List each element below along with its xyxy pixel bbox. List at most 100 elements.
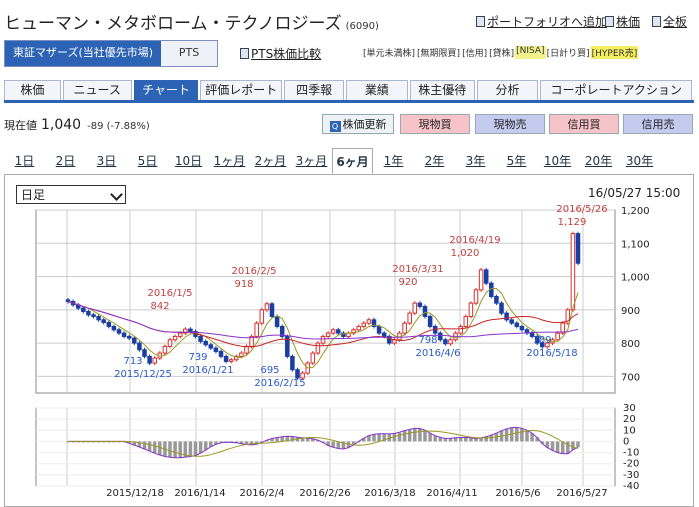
stock-price-label: 株価 — [616, 15, 641, 29]
period-tab-13[interactable]: 10年 — [543, 154, 572, 168]
osc-bar-23 — [183, 441, 188, 458]
candle-57 — [356, 325, 361, 331]
period-tab-14[interactable]: 20年 — [584, 154, 613, 168]
tab-news[interactable]: ニュース — [62, 80, 132, 100]
margin-buy-button[interactable]: 信用買 — [549, 114, 619, 134]
tab-shikiho[interactable]: 四季報 — [284, 80, 345, 100]
candle-period-select[interactable]: 日足 — [16, 185, 126, 204]
candle-99 — [570, 233, 576, 311]
tab-stock-price[interactable]: 株価 — [4, 80, 61, 100]
osc-bar-1 — [71, 441, 75, 443]
tab-pts[interactable]: PTS — [161, 41, 218, 66]
period-tab-9[interactable]: 1年 — [383, 154, 404, 168]
osc-bar-61 — [377, 433, 381, 442]
period-tab-11[interactable]: 3年 — [465, 154, 486, 168]
osc-bar-26 — [198, 441, 203, 454]
tab-market[interactable]: 東証マザーズ(当社優先市場) — [5, 41, 162, 66]
candle-22 — [177, 332, 183, 337]
tab-chart[interactable]: チャート — [133, 80, 199, 100]
osc-bar-91 — [530, 433, 534, 442]
period-tab-6[interactable]: 2ヶ月 — [254, 154, 287, 168]
chart-datetime: 16/05/27 15:00 — [588, 186, 681, 200]
osc-bar-95 — [550, 441, 555, 451]
candle-42 — [279, 325, 285, 337]
candle-98 — [565, 309, 571, 324]
candle-31 — [223, 355, 229, 362]
ma-line-short — [67, 288, 579, 369]
osc-bar-62 — [382, 433, 386, 442]
candle-39 — [264, 303, 270, 311]
spot-sell-button[interactable]: 現物売 — [475, 114, 545, 134]
period-tab-3[interactable]: 5日 — [137, 154, 158, 168]
annotation-value-2: 920 — [398, 277, 417, 288]
document-icon — [476, 16, 485, 27]
osc-bar-52 — [331, 441, 335, 448]
period-tab-5[interactable]: 1ヶ月 — [213, 154, 246, 168]
period-tab-2[interactable]: 3日 — [96, 154, 117, 168]
full-board-link[interactable]: 全板 — [652, 13, 687, 30]
period-tab-10[interactable]: 2年 — [424, 154, 445, 168]
price-label: 現在値 — [4, 119, 37, 132]
osc-bar-10 — [117, 441, 121, 443]
period-tab-0[interactable]: 1日 — [14, 154, 35, 168]
osc-bar-7 — [101, 441, 106, 443]
osc-bar-77 — [458, 437, 463, 442]
candle-0 — [65, 299, 71, 303]
tab-corporate-action[interactable]: コーポレートアクション — [540, 80, 692, 100]
current-price: 1,040 — [41, 117, 82, 133]
osc-bar-98 — [566, 441, 570, 454]
candle-50 — [320, 335, 326, 344]
candle-11 — [121, 332, 127, 337]
candle-12 — [126, 335, 132, 339]
pts-compare-link[interactable]: PTS株価比較 — [240, 45, 321, 62]
candle-5 — [91, 314, 96, 317]
osc-bar-4 — [86, 441, 91, 443]
osc-bar-73 — [438, 437, 443, 442]
period-tab-15[interactable]: 30年 — [625, 154, 654, 168]
period-tab-4[interactable]: 10日 — [174, 154, 203, 168]
period-tab-1[interactable]: 2日 — [55, 154, 76, 168]
period-tab-8[interactable]: 6ヶ月 — [332, 148, 373, 174]
candle-88 — [514, 322, 520, 327]
candle-period-value: 日足 — [21, 188, 46, 202]
annotation-date-6: 2016/1/21 — [182, 365, 233, 376]
stock-code: (6090) — [345, 21, 379, 32]
period-tabs: 1日 2日 3日 5日 10日 1ヶ月 2ヶ月 3ヶ月 6ヶ月 1年 2年 3年 5年 10年 20年 30年 — [4, 148, 694, 175]
candle-26 — [198, 335, 203, 342]
osc-y-tick-3: 0 — [623, 436, 629, 447]
osc-bar-18 — [158, 441, 162, 456]
candle-100 — [575, 233, 581, 264]
osc-bar-0 — [66, 441, 70, 443]
tab-analysis[interactable]: 分析 — [476, 80, 539, 100]
candle-71 — [427, 315, 433, 327]
stock-price-link[interactable]: 株価 — [605, 13, 640, 30]
spot-buy-button[interactable]: 現物買 — [400, 114, 470, 134]
candle-9 — [111, 325, 117, 331]
osc-bar-5 — [91, 441, 96, 443]
period-tab-7[interactable]: 3ヶ月 — [295, 154, 328, 168]
company-name: ヒューマン・メタボローム・テクノロジーズ — [4, 14, 342, 34]
osc-bar-87 — [509, 427, 514, 442]
add-portfolio-label: ポートフォリオへ追加 — [487, 15, 608, 29]
market-tabs: 東証マザーズ(当社優先市場) PTS — [4, 40, 219, 67]
period-tab-12[interactable]: 5年 — [506, 154, 527, 168]
tab-benefits[interactable]: 株主優待 — [409, 80, 475, 100]
candle-52 — [330, 329, 336, 334]
candle-32 — [228, 359, 234, 362]
tab-results[interactable]: 業績 — [346, 80, 408, 100]
osc-bar-43 — [285, 436, 290, 442]
candle-10 — [116, 329, 122, 334]
osc-bar-99 — [571, 441, 575, 450]
margin-sell-button[interactable]: 信用売 — [623, 114, 693, 134]
candle-49 — [315, 342, 321, 354]
candle-4 — [86, 310, 91, 316]
update-price-button[interactable]: Q 株価更新 — [322, 114, 394, 134]
badge-lending: [貸株] — [489, 49, 515, 59]
osc-bar-29 — [214, 441, 218, 445]
candle-94 — [545, 342, 550, 348]
refresh-icon: Q — [329, 121, 341, 132]
tab-report[interactable]: 評価レポート — [200, 80, 283, 100]
add-portfolio-link[interactable]: ポートフォリオへ追加 — [476, 13, 607, 30]
annotation-date-7: 2016/2/15 — [254, 378, 305, 389]
